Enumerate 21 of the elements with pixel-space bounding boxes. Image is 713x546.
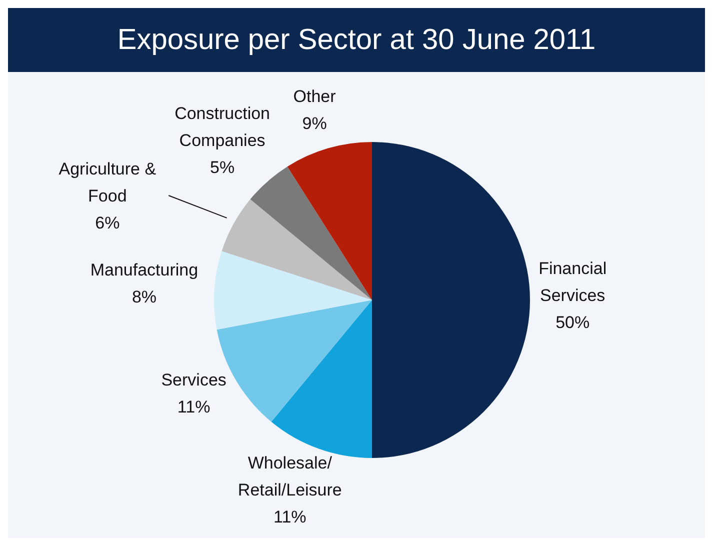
data-label: 11% xyxy=(177,397,210,416)
slice-label: Agriculture & Food xyxy=(58,159,157,206)
data-label: 9% xyxy=(302,114,327,133)
slice-label: Manufacturing xyxy=(90,260,198,279)
pie-slice xyxy=(372,142,530,458)
slice-label: Wholesale/Retail/Leisure xyxy=(238,452,342,499)
pie-slice xyxy=(287,142,372,300)
data-label: 8% xyxy=(132,286,157,306)
pie-slice xyxy=(214,251,372,330)
chart-title: Exposure per Sector at 30 June 2011 xyxy=(8,8,705,72)
slice-label: Services xyxy=(161,370,226,390)
slice-label: Financial Services xyxy=(538,258,607,304)
pie-slice xyxy=(222,199,372,300)
data-label: 11% xyxy=(274,506,306,526)
slice-label: Construction Companies xyxy=(174,104,270,150)
pie-slice xyxy=(271,300,372,458)
data-label: 6% xyxy=(95,213,120,232)
data-label: 5% xyxy=(210,158,235,177)
pie-slice xyxy=(250,166,372,300)
data-label: 50% xyxy=(556,312,590,332)
slice-label: Other xyxy=(293,86,336,106)
